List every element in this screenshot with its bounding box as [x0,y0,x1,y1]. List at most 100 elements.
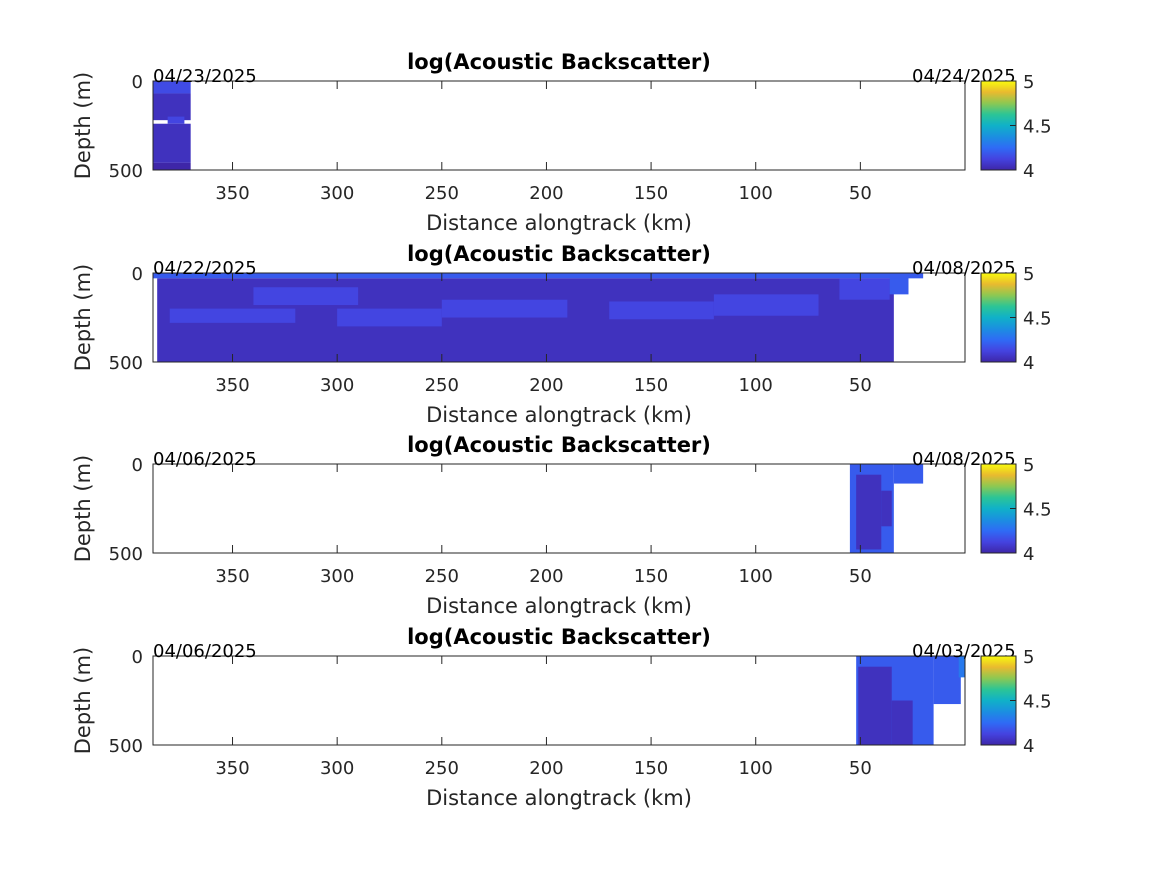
colorbar-tick-label: 5 [1023,264,1034,285]
data-cell [153,93,191,121]
x-tick-label: 300 [320,758,354,779]
data-cell [881,490,892,527]
y-tick-label: 0 [132,72,143,93]
x-tick-label: 200 [529,566,563,587]
chart-title: log(Acoustic Backscatter) [407,433,711,457]
data-cells [153,81,191,170]
data-cells [153,273,924,362]
axes-box [152,463,966,554]
date-start-label: 04/06/2025 [153,449,257,470]
axes-box [152,272,966,363]
date-start-label: 04/23/2025 [153,66,257,87]
colorbar-tick-label: 4.5 [1023,500,1052,521]
x-tick-label: 150 [634,758,668,779]
colorbar-tick-label: 5 [1023,455,1034,476]
y-axis-label: Depth (m) [71,264,95,371]
x-tick-label: 50 [849,375,872,396]
x-tick-label: 100 [739,183,773,204]
colorbar-tick-label: 4.5 [1023,692,1052,713]
date-start-label: 04/22/2025 [153,258,257,279]
data-cell [856,474,882,550]
axes-box [152,80,966,171]
data-cell [153,273,924,279]
data-cell [153,162,191,170]
x-tick-label: 200 [529,758,563,779]
chart-title: log(Acoustic Backscatter) [407,242,711,266]
y-tick-label: 500 [109,161,143,182]
data-cell [153,81,191,94]
data-cell [713,294,819,316]
x-tick-label: 250 [425,566,459,587]
y-axis-label: Depth (m) [71,647,95,754]
data-cell [441,299,568,318]
data-cell [253,287,359,306]
data-cell [337,308,442,327]
x-tick-label: 100 [739,375,773,396]
chart-title: log(Acoustic Backscatter) [407,50,711,74]
y-tick-label: 500 [109,353,143,374]
x-tick-label: 200 [529,375,563,396]
x-tick-label: 300 [320,183,354,204]
plot-area [153,464,965,553]
x-tick-label: 50 [849,183,872,204]
data-cell [858,666,892,745]
x-tick-label: 350 [215,566,249,587]
y-axis-label: Depth (m) [71,455,95,562]
x-tick-label: 200 [529,183,563,204]
data-cell [169,308,296,323]
x-tick-label: 150 [634,375,668,396]
data-cell [153,123,191,163]
x-tick-label: 50 [849,566,872,587]
x-tick-label: 300 [320,375,354,396]
data-cell [889,273,909,295]
x-tick-label: 100 [739,566,773,587]
x-tick-label: 150 [634,183,668,204]
data-cells [856,656,965,745]
colorbar-tick-label: 4.5 [1023,117,1052,138]
colorbar-tick-label: 4 [1023,544,1034,565]
y-axis-label: Depth (m) [71,72,95,179]
colorbar-tick-label: 4.5 [1023,309,1052,330]
axes-box [152,655,966,746]
date-start-label: 04/06/2025 [153,641,257,662]
plot-area [153,81,965,170]
x-tick-label: 50 [849,758,872,779]
y-tick-label: 0 [132,647,143,668]
colorbar-tick-label: 4 [1023,161,1034,182]
data-cells [849,464,924,553]
x-tick-label: 350 [215,375,249,396]
y-tick-label: 500 [109,544,143,565]
x-tick-label: 250 [425,375,459,396]
plot-area [153,656,965,745]
data-cell [893,464,924,484]
data-cell [167,116,185,124]
x-tick-label: 300 [320,566,354,587]
x-tick-label: 100 [739,758,773,779]
data-cell [839,278,890,300]
x-tick-label: 250 [425,183,459,204]
x-tick-label: 350 [215,183,249,204]
colorbar-tick-label: 4 [1023,736,1034,757]
colorbar-tick-label: 4 [1023,353,1034,374]
x-axis-label: Distance alongtrack (km) [426,594,692,618]
x-axis-label: Distance alongtrack (km) [426,786,692,810]
chart-title: log(Acoustic Backscatter) [407,625,711,649]
data-cell [958,656,965,678]
y-tick-label: 0 [132,455,143,476]
x-axis-label: Distance alongtrack (km) [426,403,692,427]
x-axis-label: Distance alongtrack (km) [426,211,692,235]
colorbar-tick-label: 5 [1023,72,1034,93]
data-cell [933,656,961,705]
x-tick-label: 350 [215,758,249,779]
x-tick-label: 250 [425,758,459,779]
x-tick-label: 150 [634,566,668,587]
data-cell [609,301,714,320]
colorbar-tick-label: 5 [1023,647,1034,668]
y-tick-label: 0 [132,264,143,285]
